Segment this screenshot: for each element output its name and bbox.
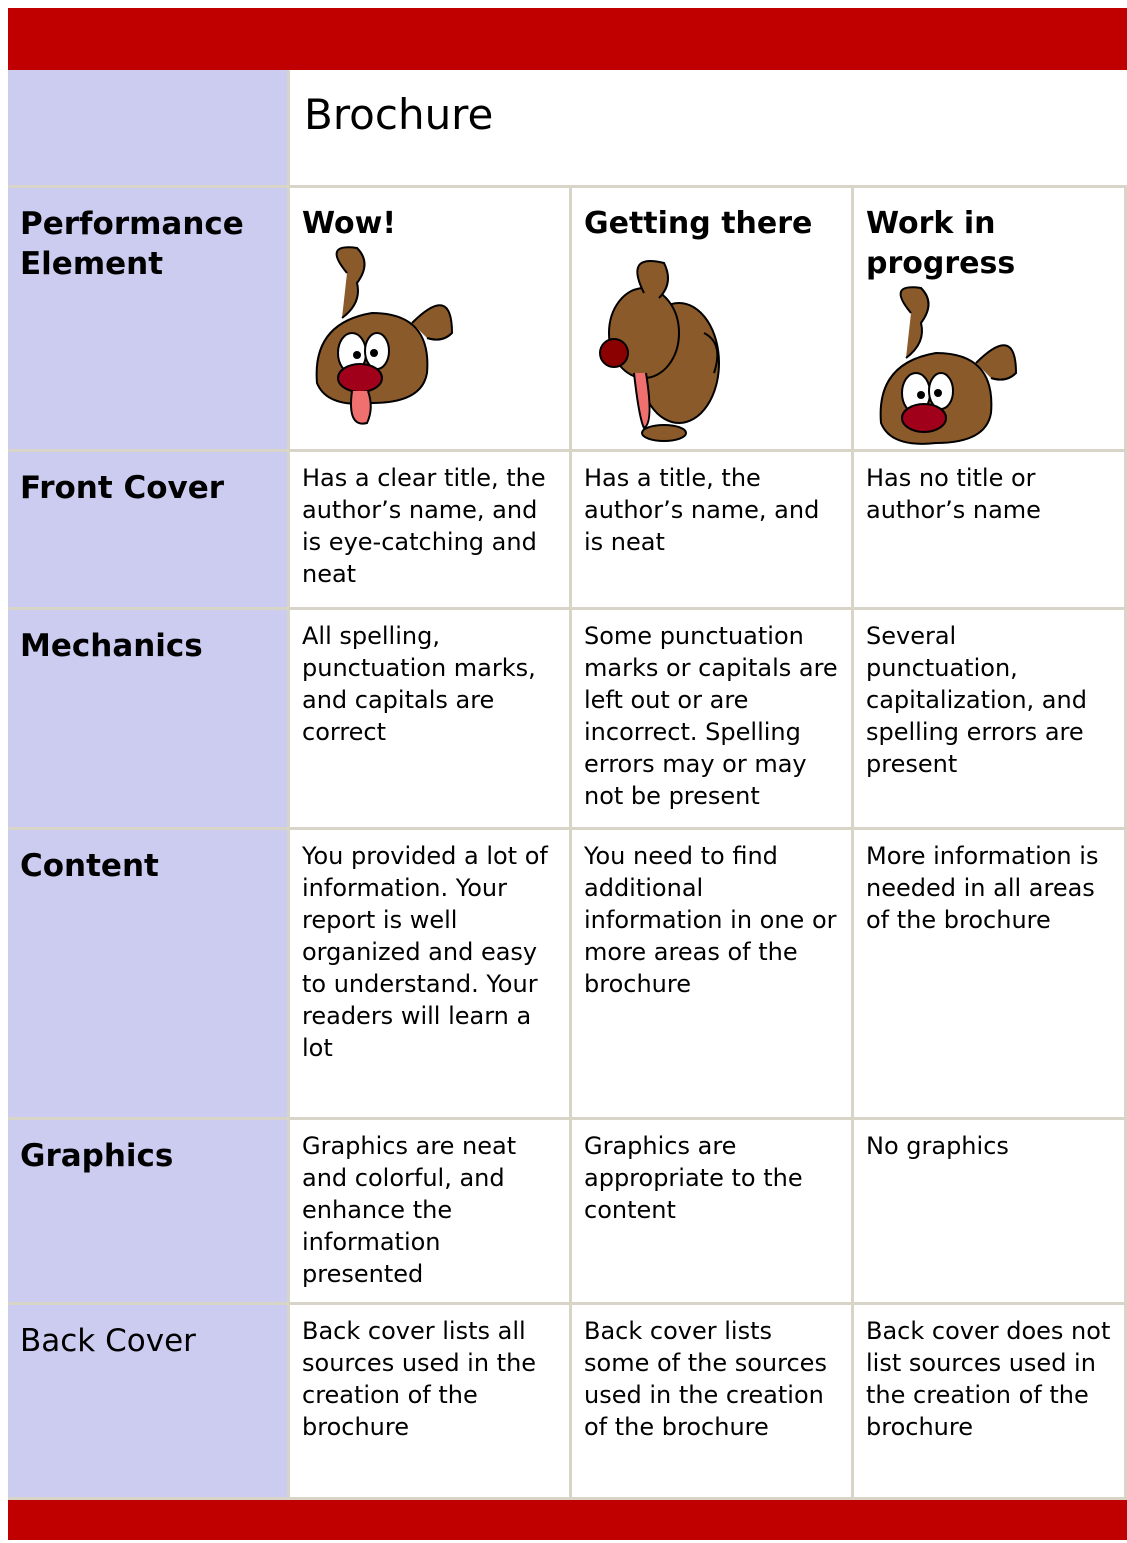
header-cell: Performance Element — [8, 188, 290, 452]
title: Brochure — [290, 70, 1127, 188]
row-label: Content — [8, 830, 290, 1120]
dog-wrap — [584, 243, 744, 447]
criterion-cell: You need to find additional information … — [572, 830, 854, 1120]
criterion-cell: Has no title or author’s name — [854, 452, 1127, 610]
title-left-cell — [8, 70, 290, 188]
criterion-cell: All spelling, punctuation marks, and cap… — [290, 610, 572, 830]
row-label: Front Cover — [8, 452, 290, 610]
criterion-cell: Back cover lists some of the sources use… — [572, 1305, 854, 1500]
header-cell: Getting there — [572, 188, 854, 452]
criterion-cell: Has a title, the author’s name, and is n… — [572, 452, 854, 610]
row-label: Back Cover — [8, 1305, 290, 1500]
criterion-cell: Some punctuation marks or capitals are l… — [572, 610, 854, 830]
dog-illustration — [599, 260, 720, 442]
criterion-cell: Graphics are appropriate to the content — [572, 1120, 854, 1305]
row-label: Mechanics — [8, 610, 290, 830]
criterion-cell: Graphics are neat and colorful, and enha… — [290, 1120, 572, 1305]
criterion-cell: Back cover lists all sources used in the… — [290, 1305, 572, 1500]
dog-illustration — [315, 246, 454, 425]
dog-wrap — [866, 283, 1026, 487]
criterion-cell: Several punctuation, capitalization, and… — [854, 610, 1127, 830]
dog-wrap — [302, 243, 462, 447]
header-cell: Work in progress — [854, 188, 1127, 452]
criterion-cell: You provided a lot of information. Your … — [290, 830, 572, 1120]
criterion-cell: More information is needed in all areas … — [854, 830, 1127, 1120]
bottom-band — [8, 1500, 1127, 1540]
criterion-cell: Has a clear title, the author’s name, an… — [290, 452, 572, 610]
top-band — [8, 8, 1127, 70]
row-label: Graphics — [8, 1120, 290, 1305]
criterion-cell: No graphics — [854, 1120, 1127, 1305]
criterion-cell: Back cover does not list sources used in… — [854, 1305, 1127, 1500]
dog-illustration — [879, 286, 1018, 445]
header-cell: Wow! — [290, 188, 572, 452]
